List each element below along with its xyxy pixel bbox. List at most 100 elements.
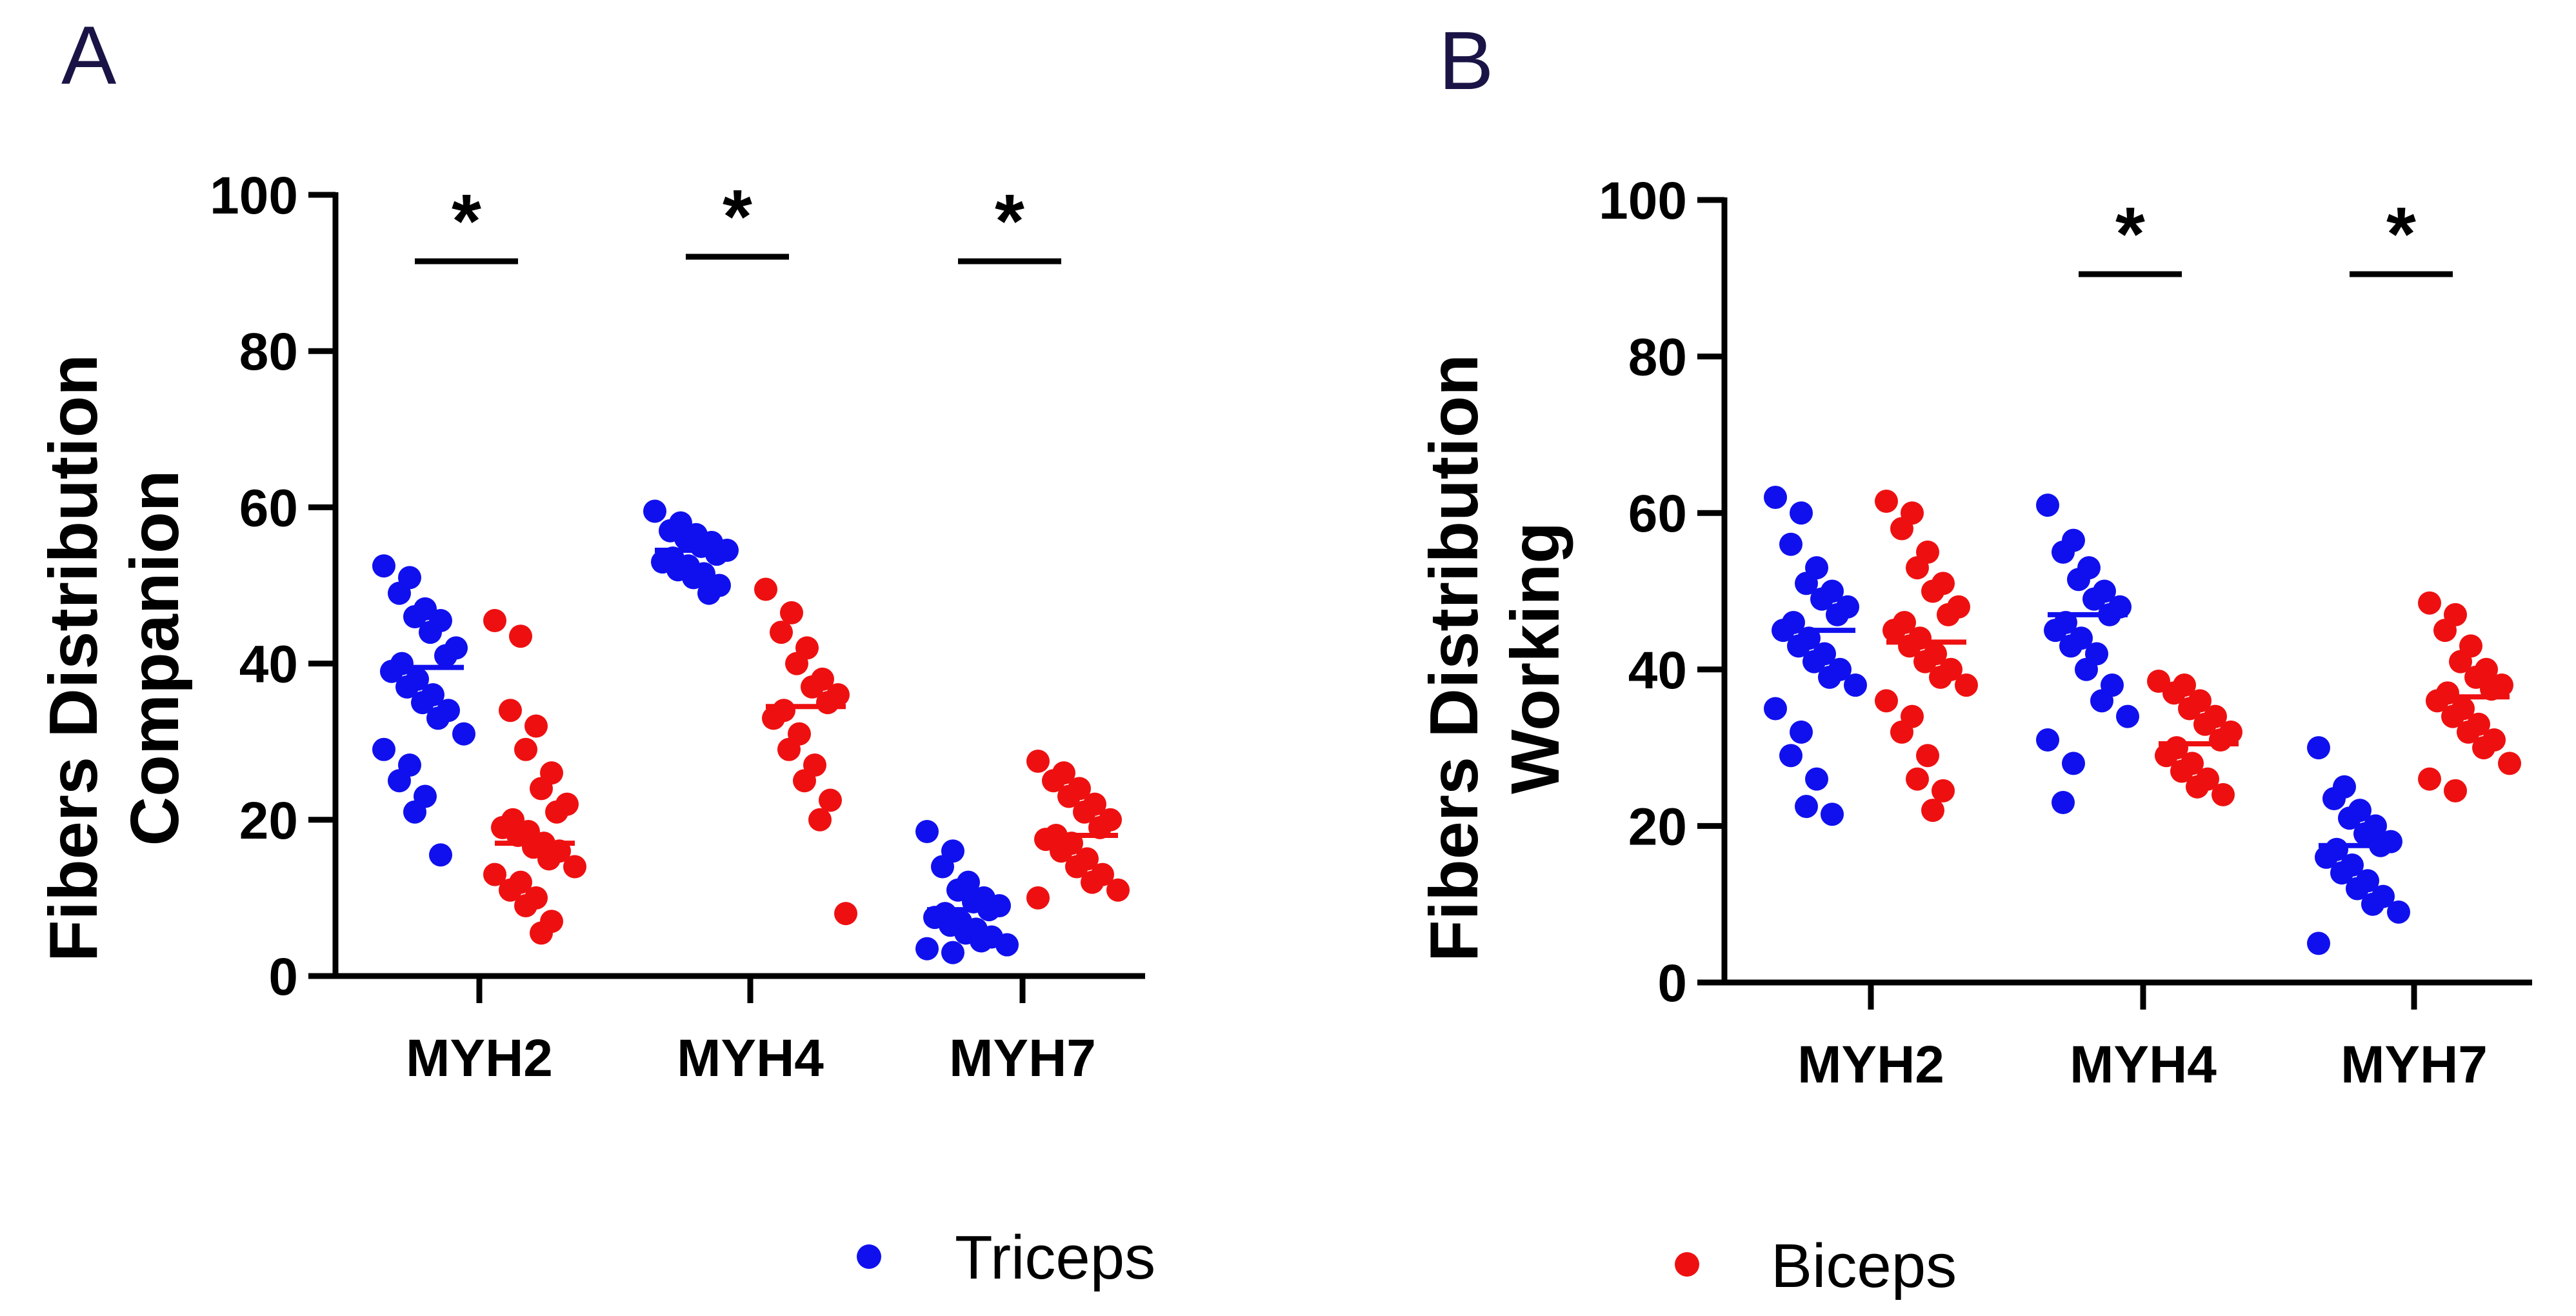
data-point — [1026, 886, 1050, 910]
y-tick-label: 80 — [239, 323, 298, 381]
data-point — [2457, 720, 2480, 744]
data-point — [537, 847, 561, 871]
data-point — [1826, 603, 1849, 626]
y-tick-label: 0 — [268, 948, 298, 1006]
data-point — [514, 894, 537, 918]
data-point — [1795, 572, 1818, 595]
data-point — [1764, 485, 1787, 509]
axes: 0 20 40 60 80 100 MYH2 MYH4 * MYH7 * — [1599, 172, 2532, 1094]
data-point — [1764, 697, 1787, 721]
x-tick-label: MYH2 — [406, 1029, 553, 1088]
data-point — [2212, 783, 2235, 806]
data-point — [514, 737, 537, 761]
data-point — [1916, 744, 1939, 768]
data-point — [1790, 720, 1813, 744]
x-tick-label: MYH7 — [2341, 1035, 2488, 1094]
data-point — [2062, 752, 2085, 775]
data-point — [2059, 634, 2082, 658]
data-point — [1937, 603, 1960, 626]
significance-star: * — [2115, 192, 2145, 277]
data-point — [1929, 665, 1952, 689]
significance-star: * — [2386, 192, 2416, 277]
data-point — [777, 737, 801, 761]
data-point — [1065, 855, 1088, 879]
data-point — [2162, 681, 2186, 705]
data-point — [2052, 540, 2075, 564]
data-point — [2209, 728, 2232, 752]
data-point — [819, 788, 842, 812]
data-point — [452, 722, 475, 746]
data-point — [1921, 579, 1944, 603]
data-point — [793, 769, 816, 793]
data-point — [483, 862, 506, 886]
data-point — [915, 937, 939, 961]
data-point — [2170, 759, 2193, 783]
data-point — [2082, 587, 2106, 611]
data-point — [483, 608, 506, 632]
data-point — [2036, 494, 2059, 517]
data-point — [524, 714, 548, 738]
data-point — [1882, 619, 1906, 643]
y-tick-label: 40 — [239, 635, 298, 694]
data-point — [530, 921, 553, 945]
data-point — [2472, 736, 2495, 760]
data-points — [372, 499, 1130, 964]
data-point — [1913, 650, 1937, 673]
data-point — [1073, 800, 1096, 824]
data-point — [1818, 665, 1841, 689]
data-point — [1805, 767, 1828, 791]
data-point — [2315, 845, 2338, 869]
x-tick-label: MYH4 — [677, 1029, 824, 1088]
data-point — [2387, 900, 2410, 924]
panel-a: A Fibers Distribution Companion 0 20 40 60 8… — [35, 10, 1145, 1088]
data-point — [1081, 870, 1104, 894]
y-tick-label: 100 — [210, 166, 298, 225]
y-axis-title-line2: Companion — [117, 470, 193, 846]
y-tick-label: 80 — [1628, 328, 1687, 387]
data-point — [372, 737, 395, 761]
data-point — [411, 691, 434, 715]
data-point — [545, 800, 568, 824]
y-tick-label: 40 — [1628, 641, 1687, 700]
data-point — [643, 499, 666, 523]
significance-star: * — [452, 179, 481, 264]
x-tick-label: MYH2 — [1797, 1035, 1944, 1094]
data-point — [2498, 752, 2521, 775]
legend-marker-triceps — [857, 1244, 881, 1269]
y-axis-title-line1: Fibers Distribution — [35, 354, 112, 962]
data-point — [705, 543, 728, 566]
data-point — [2338, 806, 2361, 830]
legend-biceps: Biceps — [1675, 1231, 1957, 1301]
data-point — [995, 933, 1019, 957]
data-point — [2307, 932, 2330, 955]
significance-star: * — [995, 179, 1024, 264]
data-point — [780, 601, 803, 624]
data-point — [2346, 877, 2369, 901]
data-point — [426, 706, 450, 730]
x-tick-label: MYH4 — [2070, 1035, 2217, 1094]
data-point — [816, 691, 839, 715]
y-tick-label: 0 — [1657, 954, 1687, 1013]
data-point — [1050, 839, 1073, 863]
data-point — [1932, 779, 1955, 803]
y-axis-title: Fibers Distribution Companion — [35, 354, 193, 962]
data-point — [1810, 587, 1833, 611]
legend-label-biceps: Biceps — [1771, 1231, 1957, 1301]
data-point — [1026, 749, 1050, 773]
data-point — [697, 581, 721, 605]
data-point — [403, 800, 426, 824]
data-point — [1921, 799, 1944, 822]
y-tick-label: 20 — [1628, 797, 1687, 856]
data-point — [2036, 728, 2059, 752]
data-point — [1821, 803, 1844, 826]
data-point — [2307, 736, 2330, 760]
data-point — [2330, 861, 2353, 885]
data-point — [770, 621, 793, 644]
data-point — [509, 624, 532, 648]
data-point — [970, 929, 993, 953]
data-point — [808, 808, 832, 832]
data-point — [388, 769, 411, 793]
y-tick-label: 60 — [239, 479, 298, 537]
data-point — [1906, 767, 1929, 791]
data-point — [834, 902, 857, 926]
